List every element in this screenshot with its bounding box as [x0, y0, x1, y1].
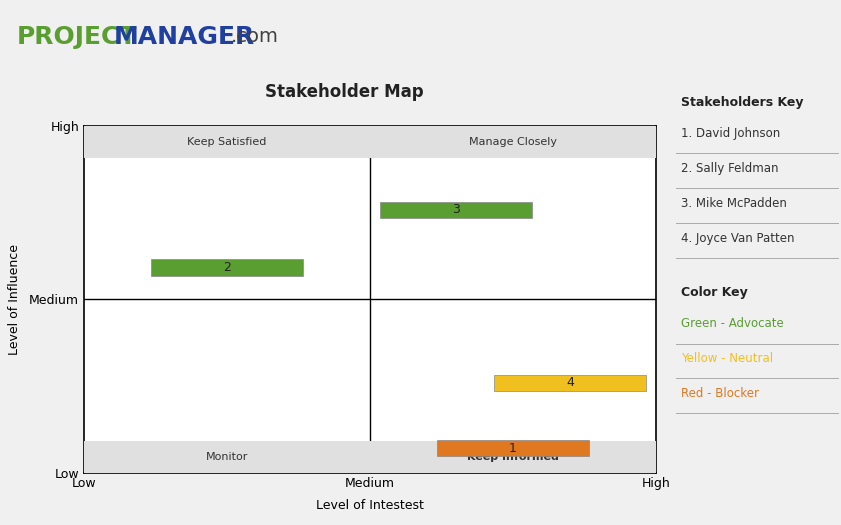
- Text: Red - Blocker: Red - Blocker: [681, 387, 759, 400]
- Text: Monitor: Monitor: [206, 452, 248, 461]
- Bar: [370, 126, 656, 158]
- Text: Stakeholder Map: Stakeholder Map: [266, 83, 424, 101]
- X-axis label: Level of Intestest: Level of Intestest: [316, 499, 424, 512]
- Text: Stakeholders Key: Stakeholders Key: [681, 96, 804, 109]
- Text: Yellow - Neutral: Yellow - Neutral: [681, 352, 774, 365]
- Text: Green - Advocate: Green - Advocate: [681, 317, 784, 330]
- Text: 1. David Johnson: 1. David Johnson: [681, 127, 780, 140]
- Y-axis label: Level of Influence: Level of Influence: [8, 244, 21, 355]
- Bar: [151, 259, 304, 276]
- Text: 2: 2: [223, 261, 231, 274]
- Text: Keep Informed: Keep Informed: [467, 452, 559, 461]
- Bar: [84, 126, 370, 158]
- Text: 4. Joyce Van Patten: 4. Joyce Van Patten: [681, 232, 795, 245]
- Bar: [436, 440, 590, 456]
- Text: MANAGER: MANAGER: [114, 25, 255, 49]
- Text: 3: 3: [452, 203, 460, 216]
- Text: 3. Mike McPadden: 3. Mike McPadden: [681, 197, 787, 209]
- Bar: [494, 375, 647, 391]
- Text: 2. Sally Feldman: 2. Sally Feldman: [681, 162, 779, 175]
- Bar: [370, 441, 656, 472]
- Text: .com: .com: [231, 27, 279, 46]
- Text: Manage Closely: Manage Closely: [469, 137, 557, 147]
- Text: PROJECT: PROJECT: [17, 25, 137, 49]
- Text: 4: 4: [566, 376, 574, 390]
- Bar: [379, 202, 532, 218]
- Bar: [84, 441, 370, 472]
- Text: Keep Satisfied: Keep Satisfied: [188, 137, 267, 147]
- Text: 1: 1: [509, 442, 517, 455]
- Text: Color Key: Color Key: [681, 286, 748, 299]
